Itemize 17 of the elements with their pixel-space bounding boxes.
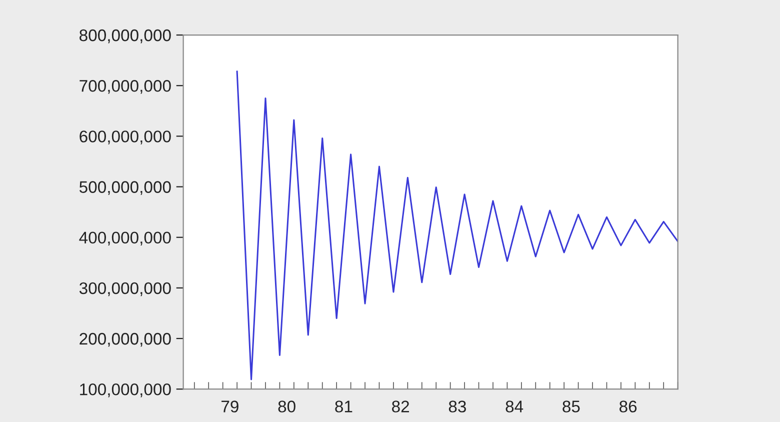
y-tick-label: 600,000,000 (80, 130, 171, 144)
y-tick-label: 800,000,000 (80, 29, 171, 44)
x-tick-label: 80 (278, 400, 296, 412)
y-tick-label: 700,000,000 (80, 80, 171, 94)
line-series (236, 70, 678, 380)
x-tick-label: 83 (448, 400, 466, 412)
y-tick-label: 100,000,000 (80, 383, 171, 398)
y-tick-label: 500,000,000 (79, 181, 171, 195)
x-tick-label: 82 (392, 400, 409, 412)
x-tick-label: 85 (562, 400, 580, 412)
x-tick-label: 86 (620, 400, 637, 412)
x-tick-label: 79 (222, 400, 238, 412)
y-tick-label: 200,000,000 (80, 332, 171, 347)
y-tick-label: 300,000,000 (79, 282, 171, 296)
x-tick-label: 81 (335, 400, 352, 412)
x-tick-label: 84 (506, 400, 524, 412)
y-tick-label: 400,000,000 (79, 232, 171, 246)
